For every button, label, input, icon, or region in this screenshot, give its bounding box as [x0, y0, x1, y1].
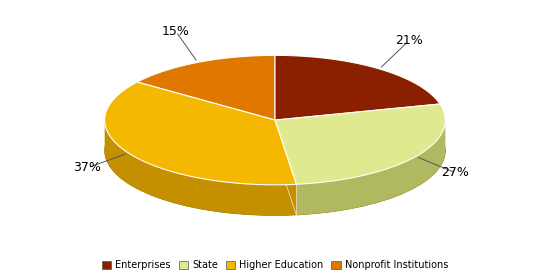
Polygon shape — [275, 55, 440, 120]
Polygon shape — [296, 119, 446, 215]
Text: 15%: 15% — [162, 25, 190, 38]
Text: 27%: 27% — [442, 166, 469, 179]
Polygon shape — [104, 82, 296, 185]
Text: 37%: 37% — [73, 161, 101, 174]
Polygon shape — [137, 55, 275, 120]
Text: 21%: 21% — [395, 34, 422, 47]
Legend: Enterprises, State, Higher Education, Nonprofit Institutions: Enterprises, State, Higher Education, No… — [100, 258, 450, 272]
Polygon shape — [275, 104, 446, 184]
Polygon shape — [275, 120, 296, 215]
Polygon shape — [275, 120, 296, 215]
Ellipse shape — [104, 86, 446, 216]
Polygon shape — [104, 119, 296, 216]
